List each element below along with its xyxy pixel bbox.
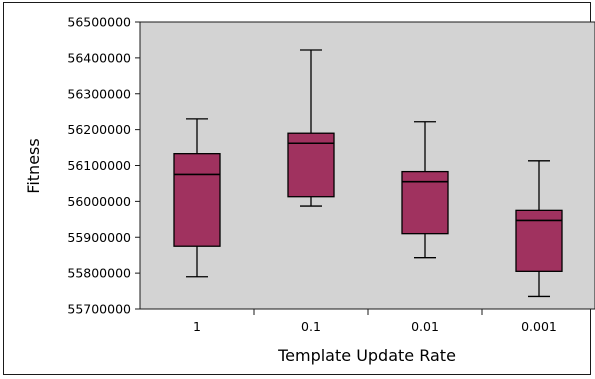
y-tick-label: 55700000 xyxy=(67,302,131,317)
box-1 xyxy=(173,118,221,278)
y-tick-label: 56400000 xyxy=(67,50,131,65)
x-tick-label: 1 xyxy=(193,319,201,334)
x-axis-title: Template Update Rate xyxy=(277,346,456,365)
x-tick-label: 0.001 xyxy=(521,319,557,334)
iqr-box xyxy=(173,153,221,247)
y-tick-label: 56100000 xyxy=(67,158,131,173)
y-axis: 55700000 55800000 55900000 56000000 56100000… xyxy=(67,15,140,317)
y-tick-label: 56200000 xyxy=(67,122,131,137)
x-axis: 1 0.1 0.01 0.001 xyxy=(193,309,557,334)
boxes xyxy=(173,49,563,298)
y-tick-label: 56000000 xyxy=(67,194,131,209)
y-tick-label: 56300000 xyxy=(67,86,131,101)
x-tick-label: 0.1 xyxy=(301,319,321,334)
box-4 xyxy=(515,160,563,298)
iqr-box xyxy=(515,209,563,272)
y-tick-label: 56500000 xyxy=(67,15,131,30)
x-tick-label: 0.01 xyxy=(411,319,439,334)
box-2 xyxy=(287,49,335,207)
y-axis-title: Fitness xyxy=(24,138,43,193)
y-tick-label: 55800000 xyxy=(67,266,131,281)
box-3 xyxy=(401,121,449,259)
y-tick-label: 55900000 xyxy=(67,230,131,245)
